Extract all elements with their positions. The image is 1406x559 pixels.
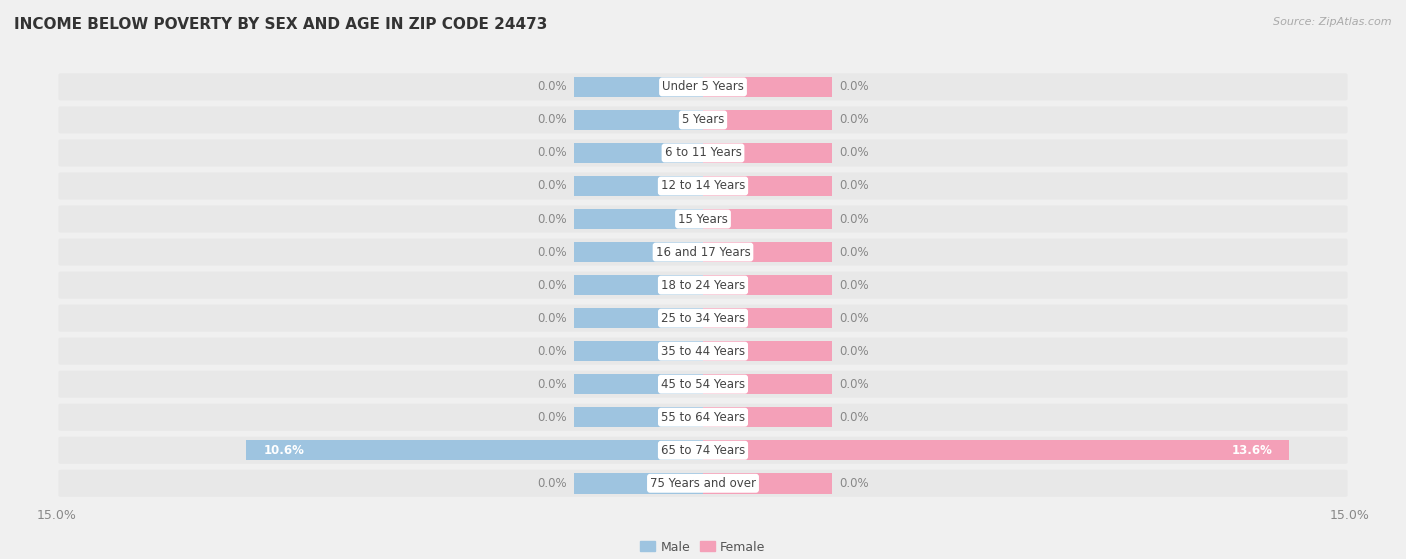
Text: 0.0%: 0.0% bbox=[537, 80, 567, 93]
Text: 0.0%: 0.0% bbox=[537, 411, 567, 424]
Text: 0.0%: 0.0% bbox=[537, 245, 567, 259]
Text: Under 5 Years: Under 5 Years bbox=[662, 80, 744, 93]
FancyBboxPatch shape bbox=[59, 239, 1347, 266]
Bar bbox=[703, 110, 832, 130]
FancyBboxPatch shape bbox=[59, 106, 1347, 134]
Text: 25 to 34 Years: 25 to 34 Years bbox=[661, 311, 745, 325]
Text: 0.0%: 0.0% bbox=[839, 345, 869, 358]
Bar bbox=[703, 209, 832, 229]
FancyBboxPatch shape bbox=[59, 404, 1347, 431]
Text: 0.0%: 0.0% bbox=[839, 245, 869, 259]
Text: 0.0%: 0.0% bbox=[537, 212, 567, 225]
Bar bbox=[574, 275, 703, 295]
FancyBboxPatch shape bbox=[59, 73, 1347, 101]
Text: 55 to 64 Years: 55 to 64 Years bbox=[661, 411, 745, 424]
Text: 0.0%: 0.0% bbox=[839, 212, 869, 225]
Bar bbox=[574, 341, 703, 361]
Text: 0.0%: 0.0% bbox=[537, 477, 567, 490]
Text: 15 Years: 15 Years bbox=[678, 212, 728, 225]
Bar bbox=[703, 374, 832, 395]
Bar bbox=[703, 308, 832, 328]
FancyBboxPatch shape bbox=[59, 206, 1347, 233]
Bar bbox=[574, 407, 703, 428]
FancyBboxPatch shape bbox=[59, 338, 1347, 364]
Bar bbox=[574, 473, 703, 494]
Text: 0.0%: 0.0% bbox=[839, 146, 869, 159]
Text: 0.0%: 0.0% bbox=[839, 378, 869, 391]
Text: 16 and 17 Years: 16 and 17 Years bbox=[655, 245, 751, 259]
Bar bbox=[574, 110, 703, 130]
Text: 6 to 11 Years: 6 to 11 Years bbox=[665, 146, 741, 159]
Bar bbox=[246, 440, 703, 461]
Text: 0.0%: 0.0% bbox=[839, 80, 869, 93]
FancyBboxPatch shape bbox=[59, 172, 1347, 200]
Text: 0.0%: 0.0% bbox=[537, 378, 567, 391]
Bar bbox=[574, 242, 703, 262]
FancyBboxPatch shape bbox=[59, 305, 1347, 331]
Bar bbox=[703, 407, 832, 428]
Bar bbox=[574, 308, 703, 328]
Text: 18 to 24 Years: 18 to 24 Years bbox=[661, 278, 745, 292]
Text: 45 to 54 Years: 45 to 54 Years bbox=[661, 378, 745, 391]
Text: 0.0%: 0.0% bbox=[537, 146, 567, 159]
Text: 10.6%: 10.6% bbox=[263, 444, 304, 457]
Bar bbox=[703, 440, 1289, 461]
Bar bbox=[703, 473, 832, 494]
Text: 13.6%: 13.6% bbox=[1232, 444, 1272, 457]
FancyBboxPatch shape bbox=[59, 470, 1347, 497]
Text: 0.0%: 0.0% bbox=[537, 179, 567, 192]
Bar bbox=[574, 143, 703, 163]
Text: 75 Years and over: 75 Years and over bbox=[650, 477, 756, 490]
Text: 0.0%: 0.0% bbox=[839, 477, 869, 490]
FancyBboxPatch shape bbox=[59, 437, 1347, 464]
Text: 0.0%: 0.0% bbox=[537, 311, 567, 325]
Bar bbox=[703, 242, 832, 262]
Bar bbox=[703, 176, 832, 196]
Text: 5 Years: 5 Years bbox=[682, 113, 724, 126]
Text: 0.0%: 0.0% bbox=[537, 113, 567, 126]
Bar bbox=[574, 176, 703, 196]
Text: 0.0%: 0.0% bbox=[839, 278, 869, 292]
Text: 12 to 14 Years: 12 to 14 Years bbox=[661, 179, 745, 192]
Text: Source: ZipAtlas.com: Source: ZipAtlas.com bbox=[1274, 17, 1392, 27]
Text: 0.0%: 0.0% bbox=[839, 411, 869, 424]
Text: 0.0%: 0.0% bbox=[839, 113, 869, 126]
Text: 0.0%: 0.0% bbox=[537, 345, 567, 358]
FancyBboxPatch shape bbox=[59, 371, 1347, 398]
Bar bbox=[703, 143, 832, 163]
Text: 0.0%: 0.0% bbox=[839, 311, 869, 325]
FancyBboxPatch shape bbox=[59, 272, 1347, 299]
Text: 0.0%: 0.0% bbox=[537, 278, 567, 292]
Text: 35 to 44 Years: 35 to 44 Years bbox=[661, 345, 745, 358]
Bar bbox=[574, 209, 703, 229]
Bar bbox=[574, 374, 703, 395]
Bar bbox=[574, 77, 703, 97]
Bar bbox=[703, 341, 832, 361]
Text: 65 to 74 Years: 65 to 74 Years bbox=[661, 444, 745, 457]
Bar bbox=[703, 275, 832, 295]
Legend: Male, Female: Male, Female bbox=[641, 541, 765, 553]
Text: 0.0%: 0.0% bbox=[839, 179, 869, 192]
FancyBboxPatch shape bbox=[59, 139, 1347, 167]
Bar bbox=[703, 77, 832, 97]
Text: INCOME BELOW POVERTY BY SEX AND AGE IN ZIP CODE 24473: INCOME BELOW POVERTY BY SEX AND AGE IN Z… bbox=[14, 17, 547, 32]
